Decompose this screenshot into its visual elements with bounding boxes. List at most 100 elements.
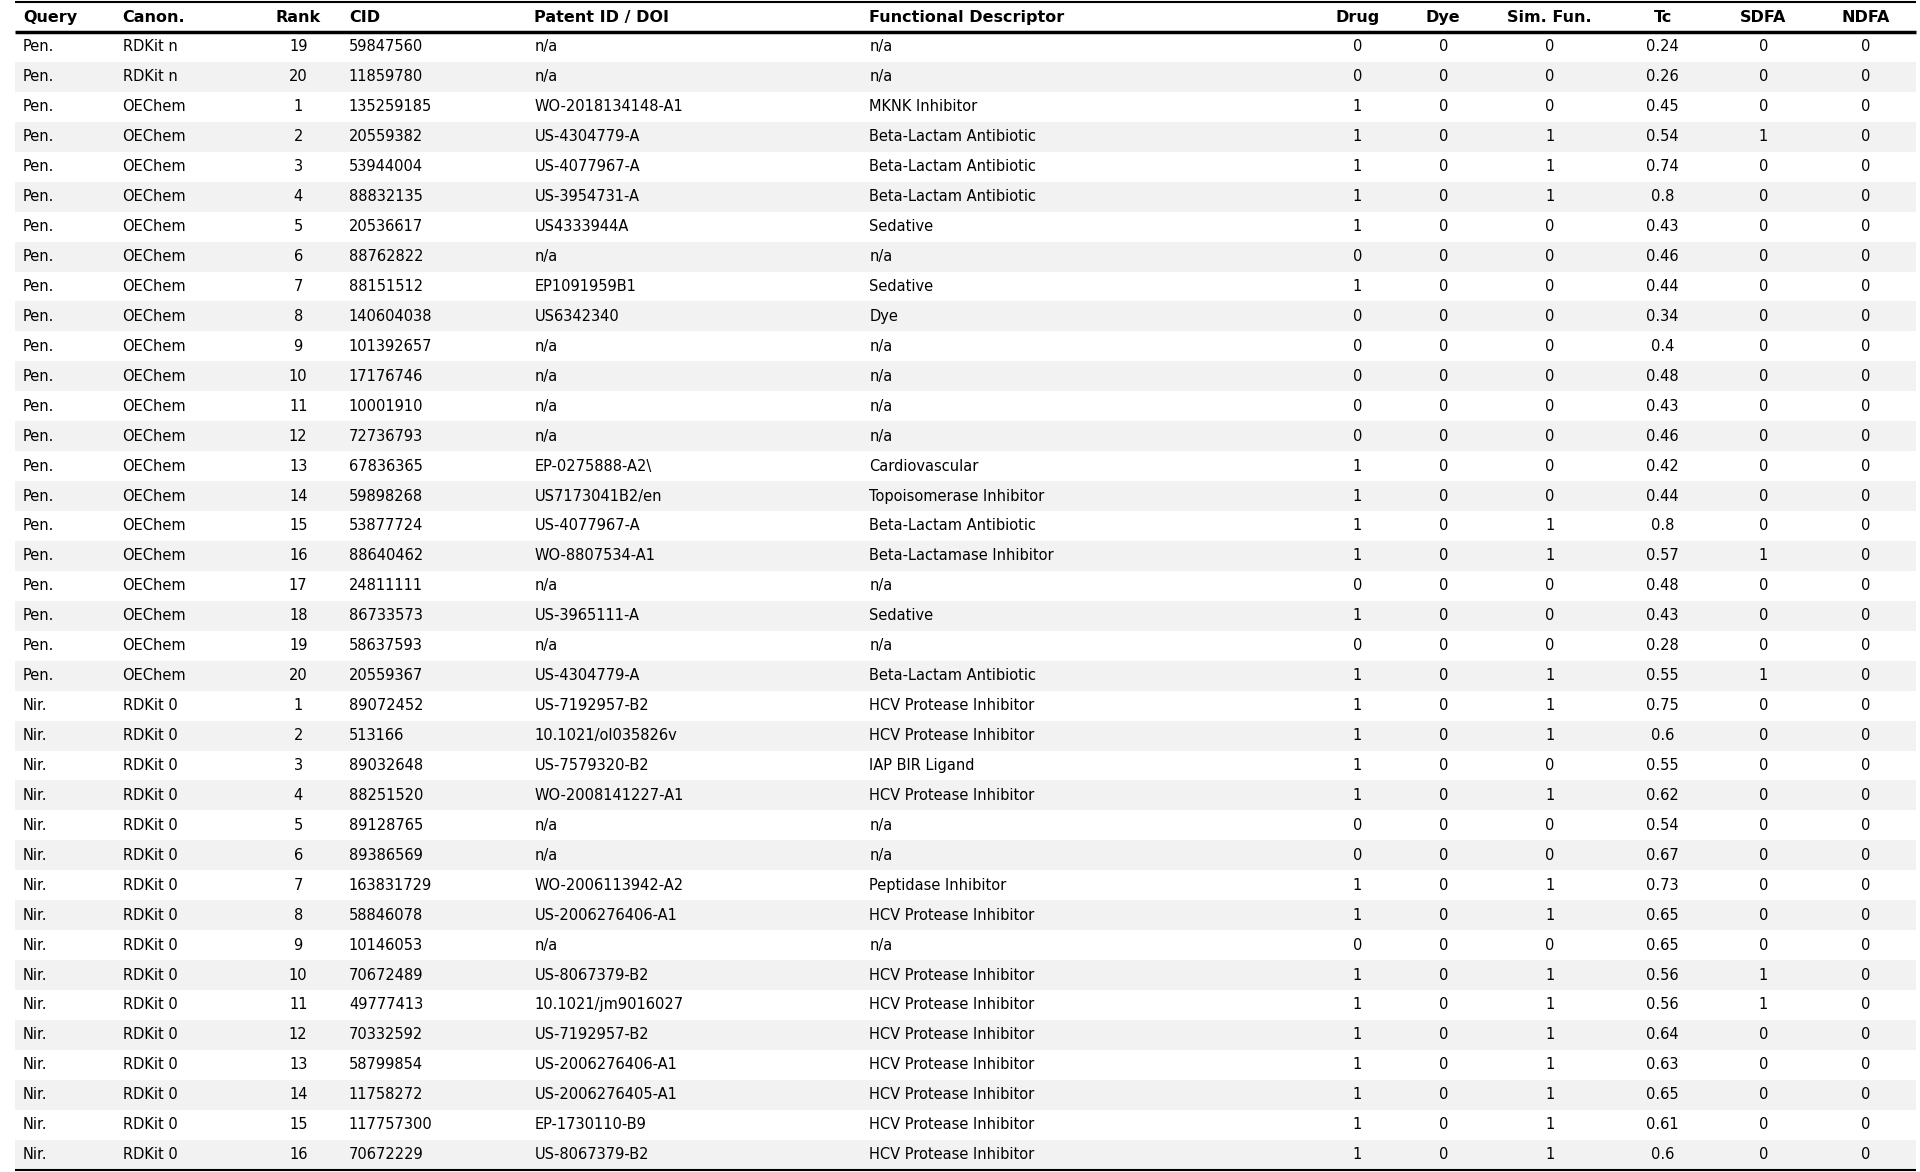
Text: 0: 0 [1759,758,1768,774]
Text: OEChem: OEChem [123,100,186,115]
Text: 0: 0 [1860,429,1870,444]
Text: 1: 1 [1546,1147,1553,1163]
Text: 0: 0 [1438,100,1448,115]
Text: 59898268: 59898268 [349,489,422,504]
Text: 0.44: 0.44 [1647,279,1678,294]
Text: 1: 1 [1352,788,1361,803]
Text: 10146053: 10146053 [349,938,422,953]
Text: Pen.: Pen. [23,129,54,144]
Text: US-3954731-A: US-3954731-A [534,189,639,204]
Text: 0: 0 [1759,1117,1768,1132]
Text: Pen.: Pen. [23,578,54,593]
Text: 0.75: 0.75 [1645,699,1680,713]
Text: Pen.: Pen. [23,189,54,204]
Text: HCV Protease Inhibitor: HCV Protease Inhibitor [870,788,1035,803]
Text: Nir.: Nir. [23,1028,48,1042]
Text: 0.8: 0.8 [1651,518,1674,533]
Text: 0: 0 [1352,639,1361,653]
Bar [15,361,1916,391]
Bar [15,661,1916,690]
Text: EP-0275888-A2\: EP-0275888-A2\ [534,458,651,473]
Text: RDKit 0: RDKit 0 [123,997,177,1013]
Text: RDKit 0: RDKit 0 [123,1028,177,1042]
Text: RDKit 0: RDKit 0 [123,1117,177,1132]
Text: 1: 1 [1759,548,1768,564]
Text: 135259185: 135259185 [349,100,432,115]
Text: 0: 0 [1860,69,1870,84]
Text: 0: 0 [1546,938,1555,953]
Text: Pen.: Pen. [23,159,54,175]
Text: 0: 0 [1860,907,1870,922]
Text: 0: 0 [1352,578,1361,593]
Text: 0: 0 [1546,398,1555,414]
Text: Functional Descriptor: Functional Descriptor [870,9,1064,25]
Text: 0: 0 [1759,608,1768,624]
Text: 1: 1 [1352,1088,1361,1103]
Text: 0: 0 [1759,518,1768,533]
Text: RDKit 0: RDKit 0 [123,847,177,863]
Text: 0: 0 [1438,219,1448,234]
Text: 1: 1 [1546,1028,1553,1042]
Text: 1: 1 [1546,968,1553,982]
Text: Beta-Lactam Antibiotic: Beta-Lactam Antibiotic [870,189,1037,204]
Text: 0: 0 [1438,309,1448,323]
Text: 0: 0 [1438,369,1448,383]
Text: 17: 17 [288,578,307,593]
Text: Pen.: Pen. [23,668,54,683]
Text: 0.46: 0.46 [1647,429,1678,444]
Text: 1: 1 [1352,758,1361,774]
Bar [15,91,1916,122]
Text: 101392657: 101392657 [349,339,432,354]
Text: 4: 4 [294,189,303,204]
Text: 13: 13 [290,458,307,473]
Text: RDKit 0: RDKit 0 [123,907,177,922]
Text: Pen.: Pen. [23,339,54,354]
Text: 1: 1 [1546,699,1553,713]
Text: Peptidase Inhibitor: Peptidase Inhibitor [870,878,1006,893]
Bar [15,421,1916,451]
Text: 1: 1 [1546,548,1553,564]
Text: 88762822: 88762822 [349,248,424,264]
Text: 6: 6 [294,248,303,264]
Text: 86733573: 86733573 [349,608,422,624]
Text: 58799854: 58799854 [349,1057,422,1072]
Text: 0: 0 [1759,40,1768,54]
Text: OEChem: OEChem [123,608,186,624]
Text: WO-2018134148-A1: WO-2018134148-A1 [534,100,684,115]
Text: 0: 0 [1438,398,1448,414]
Text: 0: 0 [1860,1028,1870,1042]
Text: 1: 1 [294,699,303,713]
Text: Pen.: Pen. [23,369,54,383]
Text: 20: 20 [288,668,307,683]
Text: 0: 0 [1546,758,1555,774]
Text: US-4077967-A: US-4077967-A [534,159,639,175]
Text: 3: 3 [294,758,303,774]
Text: 0: 0 [1759,847,1768,863]
Text: Pen.: Pen. [23,248,54,264]
Text: 0.74: 0.74 [1645,159,1680,175]
Text: 0: 0 [1352,818,1361,833]
Text: 0: 0 [1759,1147,1768,1163]
Text: US-4304779-A: US-4304779-A [534,668,639,683]
Bar [15,451,1916,481]
Text: 53944004: 53944004 [349,159,422,175]
Text: 1: 1 [1352,1147,1361,1163]
Text: 0: 0 [1759,369,1768,383]
Text: 1: 1 [1352,129,1361,144]
Text: 0.55: 0.55 [1647,758,1678,774]
Text: 0: 0 [1546,818,1555,833]
Text: 0: 0 [1759,1088,1768,1103]
Text: US-8067379-B2: US-8067379-B2 [534,1147,649,1163]
Text: 0: 0 [1860,279,1870,294]
Bar [15,871,1916,900]
Text: 12: 12 [288,429,307,444]
Text: OEChem: OEChem [123,369,186,383]
Text: WO-2008141227-A1: WO-2008141227-A1 [534,788,684,803]
Text: 0.24: 0.24 [1645,40,1680,54]
Text: 24811111: 24811111 [349,578,422,593]
Text: 0.67: 0.67 [1645,847,1680,863]
Text: n/a: n/a [870,578,893,593]
Text: 1: 1 [1352,608,1361,624]
Text: 14: 14 [290,1088,307,1103]
Text: 1: 1 [1352,518,1361,533]
